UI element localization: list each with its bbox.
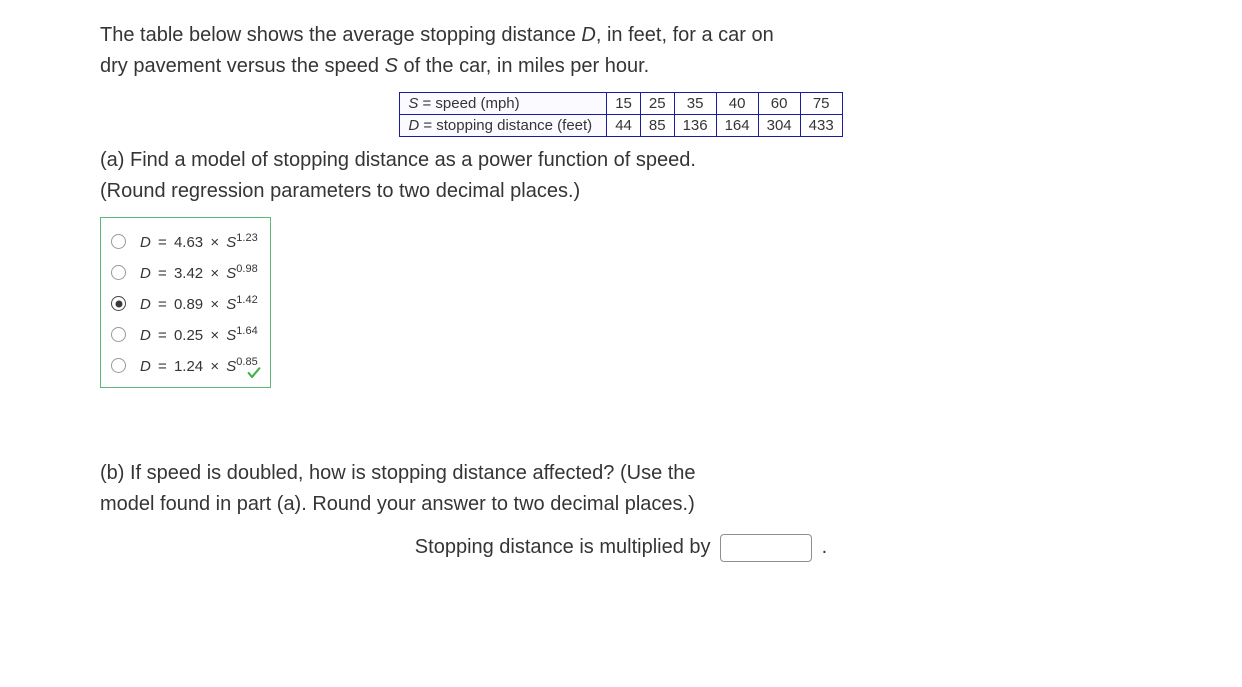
cell: 304	[758, 115, 800, 137]
choice-formula: D = 4.63 × S1.23	[140, 232, 258, 251]
intro-var-d: D	[581, 24, 595, 46]
cell: 40	[716, 93, 758, 115]
intro-part2b: of the car, in miles per hour.	[398, 55, 649, 77]
part-b-line2: model found in part (a). Round your answ…	[100, 493, 695, 515]
table-row-speed: S = speed (mph) 15 25 35 40 60 75	[400, 93, 842, 115]
cell: 25	[640, 93, 674, 115]
cell: 35	[674, 93, 716, 115]
cell: 164	[716, 115, 758, 137]
choice-row[interactable]: D = 0.89 × S1.42	[111, 288, 258, 319]
cell: 60	[758, 93, 800, 115]
intro-part1b: , in feet, for a car on	[596, 24, 774, 46]
cell: 15	[607, 93, 641, 115]
radio-button[interactable]	[111, 296, 126, 311]
table-row-distance: D = stopping distance (feet) 44 85 136 1…	[400, 115, 842, 137]
radio-button[interactable]	[111, 265, 126, 280]
choice-row[interactable]: D = 0.25 × S1.64	[111, 319, 258, 350]
radio-button[interactable]	[111, 358, 126, 373]
answer-period: .	[822, 536, 828, 558]
part-b-text: (b) If speed is doubled, how is stopping…	[100, 458, 1142, 563]
row-label-speed: S = speed (mph)	[400, 93, 607, 115]
choice-formula: D = 3.42 × S0.98	[140, 263, 258, 282]
cell: 75	[800, 93, 842, 115]
cell: 136	[674, 115, 716, 137]
intro-part1: The table below shows the average stoppi…	[100, 24, 581, 46]
intro-var-s: S	[385, 55, 398, 77]
cell: 433	[800, 115, 842, 137]
choice-row[interactable]: D = 4.63 × S1.23	[111, 226, 258, 257]
choice-formula: D = 1.24 × S0.85	[140, 356, 258, 375]
answer-line: Stopping distance is multiplied by .	[100, 532, 1142, 563]
cell: 85	[640, 115, 674, 137]
part-a-text: (a) Find a model of stopping distance as…	[100, 145, 1142, 207]
intro-part2a: dry pavement versus the speed	[100, 55, 385, 77]
choice-row[interactable]: D = 3.42 × S0.98	[111, 257, 258, 288]
radio-button[interactable]	[111, 234, 126, 249]
answer-choices-box: D = 4.63 × S1.23 D = 3.42 × S0.98 D = 0.89…	[100, 217, 271, 388]
data-table-container: S = speed (mph) 15 25 35 40 60 75 D = st…	[100, 92, 1142, 137]
row-label-distance: D = stopping distance (feet)	[400, 115, 607, 137]
radio-button[interactable]	[111, 327, 126, 342]
part-a-line1: (a) Find a model of stopping distance as…	[100, 149, 696, 171]
part-b-line1: (b) If speed is doubled, how is stopping…	[100, 462, 696, 484]
data-table: S = speed (mph) 15 25 35 40 60 75 D = st…	[399, 92, 842, 137]
answer-input[interactable]	[720, 534, 812, 562]
choice-formula: D = 0.25 × S1.64	[140, 325, 258, 344]
cell: 44	[607, 115, 641, 137]
answer-label: Stopping distance is multiplied by	[415, 536, 716, 558]
part-a-line2: (Round regression parameters to two deci…	[100, 180, 580, 202]
correct-check-icon	[246, 365, 262, 381]
intro-text: The table below shows the average stoppi…	[100, 20, 1142, 82]
choice-row[interactable]: D = 1.24 × S0.85	[111, 350, 258, 381]
choice-formula: D = 0.89 × S1.42	[140, 294, 258, 313]
